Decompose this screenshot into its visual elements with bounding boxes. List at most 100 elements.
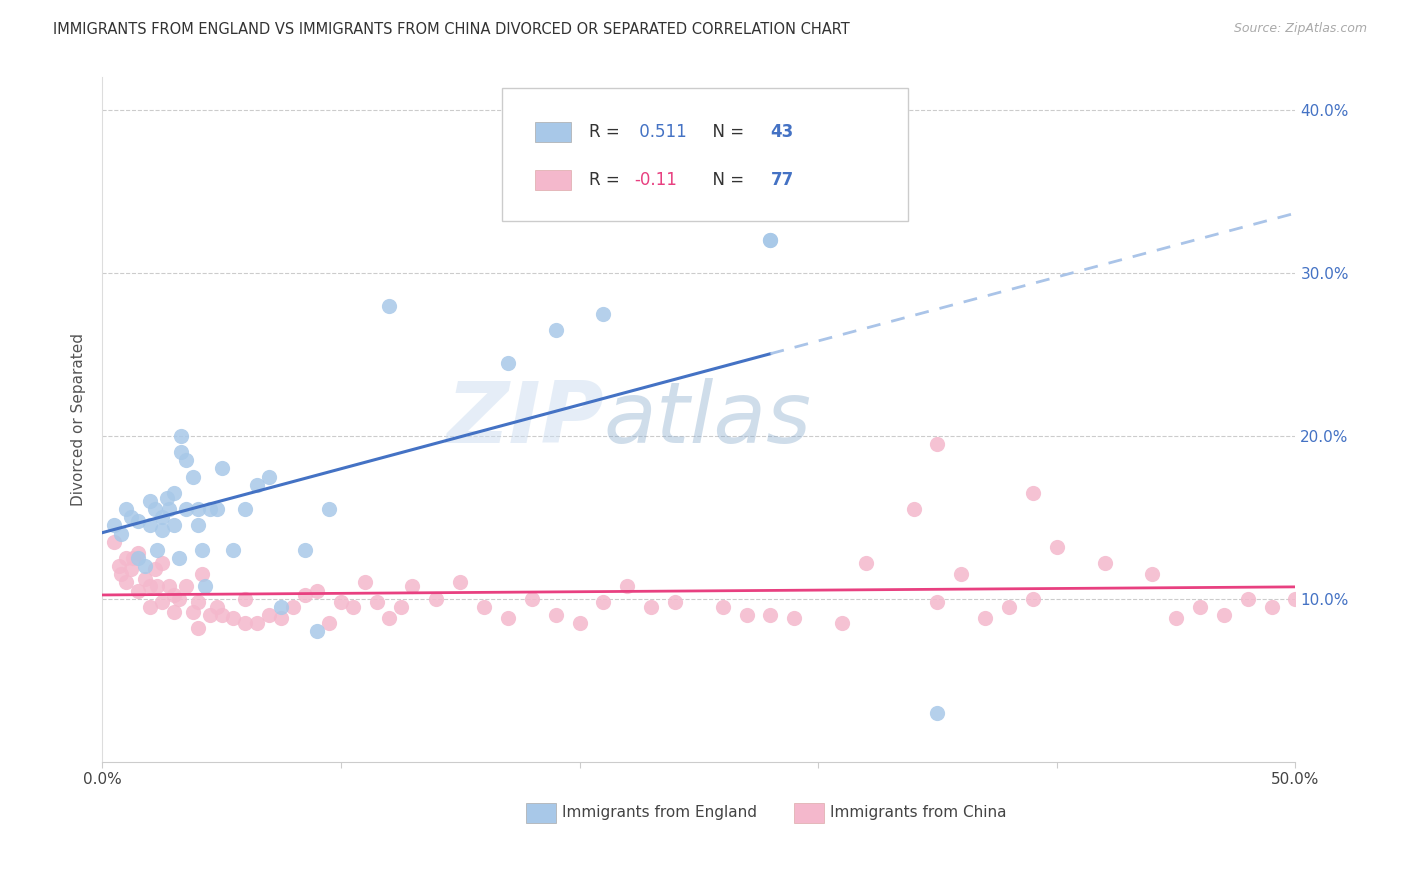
Point (592, 307, 614, 321)
Point (187, 621, 209, 635)
Point (664, 595, 686, 609)
Point (146, 542, 169, 557)
Text: atlas: atlas (603, 378, 811, 461)
Point (235, 616, 257, 631)
Point (122, 551, 145, 566)
Point (544, 608, 567, 623)
Point (110, 567, 132, 582)
Point (735, 608, 758, 623)
Point (127, 551, 149, 566)
Point (831, 616, 853, 631)
Point (759, 233, 782, 247)
Point (1236, 591, 1258, 606)
Point (115, 502, 138, 516)
Point (150, 556, 173, 570)
Point (134, 572, 156, 586)
FancyBboxPatch shape (536, 169, 571, 190)
Text: 0.511: 0.511 (634, 123, 688, 141)
Point (157, 502, 180, 516)
Point (150, 510, 173, 524)
Point (927, 706, 949, 720)
Point (294, 589, 316, 603)
Point (134, 559, 156, 574)
Point (1166, 611, 1188, 625)
Point (974, 611, 997, 625)
Point (1046, 540, 1069, 554)
Text: N =: N = (703, 171, 749, 189)
Point (1022, 591, 1045, 606)
Point (211, 461, 233, 475)
Point (205, 502, 228, 516)
Point (305, 583, 328, 598)
Point (377, 611, 399, 625)
Point (163, 605, 186, 619)
Point (568, 616, 591, 631)
Point (170, 445, 193, 459)
Point (198, 608, 221, 623)
Point (127, 514, 149, 528)
Point (222, 542, 245, 557)
Point (120, 510, 142, 524)
Point (181, 469, 204, 483)
Point (163, 589, 186, 603)
Point (759, 608, 782, 623)
Point (425, 591, 447, 606)
Point (616, 579, 638, 593)
Point (127, 583, 149, 598)
Point (496, 355, 519, 369)
Point (127, 546, 149, 560)
FancyBboxPatch shape (794, 803, 824, 823)
Point (855, 556, 877, 570)
Text: -0.11: -0.11 (634, 171, 678, 189)
Point (270, 611, 292, 625)
Point (259, 608, 281, 623)
Text: R =: R = (589, 171, 626, 189)
Point (318, 616, 340, 631)
Point (449, 575, 471, 590)
Point (174, 579, 197, 593)
Point (191, 542, 214, 557)
Point (235, 591, 257, 606)
Point (167, 591, 190, 606)
Point (318, 502, 340, 516)
Point (181, 605, 204, 619)
Point (170, 429, 193, 443)
Point (143, 502, 166, 516)
FancyBboxPatch shape (526, 803, 555, 823)
Text: 77: 77 (770, 171, 793, 189)
Point (496, 611, 519, 625)
Point (342, 599, 364, 614)
Point (1284, 591, 1306, 606)
Point (389, 599, 412, 614)
FancyBboxPatch shape (502, 87, 908, 221)
Text: N =: N = (703, 123, 749, 141)
Point (520, 591, 543, 606)
Text: ZIP: ZIP (446, 378, 603, 461)
Point (194, 579, 217, 593)
Point (211, 608, 233, 623)
Point (187, 595, 209, 609)
FancyBboxPatch shape (536, 122, 571, 143)
Point (592, 595, 614, 609)
Point (139, 494, 162, 508)
Point (281, 599, 304, 614)
Point (998, 599, 1021, 614)
Point (139, 518, 162, 533)
Text: Immigrants from England: Immigrants from England (561, 805, 756, 821)
Point (163, 486, 186, 500)
Point (1022, 486, 1045, 500)
Point (174, 502, 197, 516)
Point (305, 624, 328, 639)
Point (246, 477, 269, 491)
Point (150, 595, 173, 609)
Point (187, 502, 209, 516)
Point (115, 575, 138, 590)
Point (1212, 608, 1234, 623)
Point (903, 502, 925, 516)
Text: IMMIGRANTS FROM ENGLAND VS IMMIGRANTS FROM CHINA DIVORCED OR SEPARATED CORRELATI: IMMIGRANTS FROM ENGLAND VS IMMIGRANTS FR… (53, 22, 851, 37)
Point (235, 502, 257, 516)
Point (115, 551, 138, 566)
Point (927, 595, 949, 609)
Point (711, 599, 734, 614)
Point (783, 611, 806, 625)
